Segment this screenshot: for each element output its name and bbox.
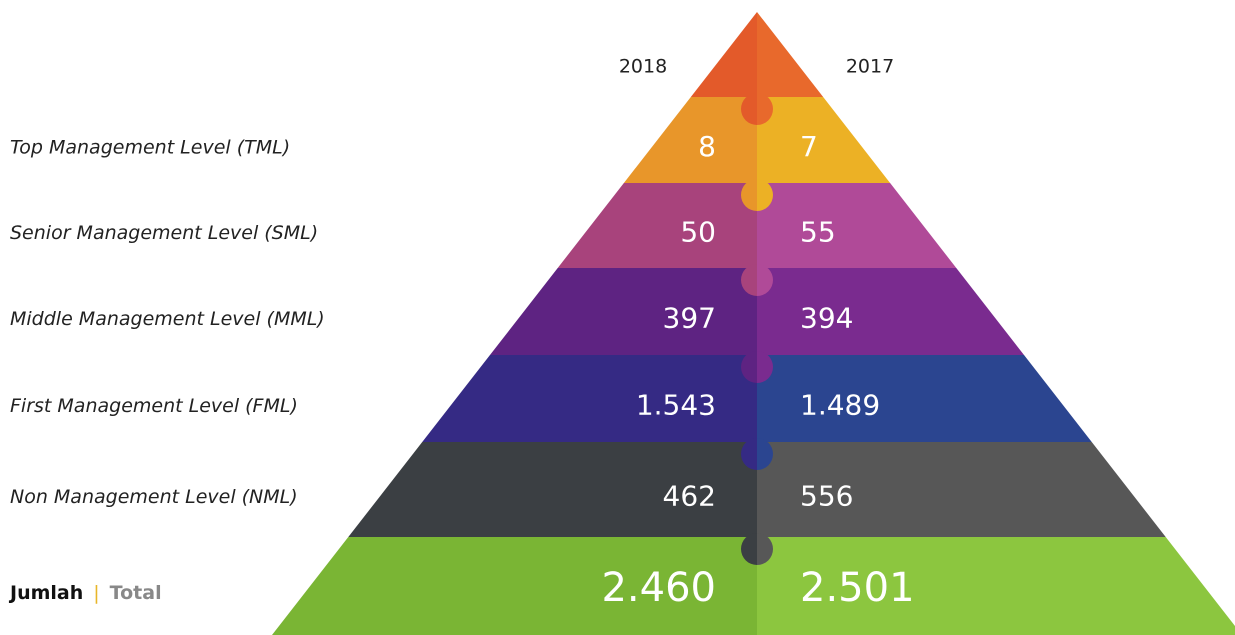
puzzle-knob-left bbox=[741, 179, 757, 211]
layers bbox=[272, 12, 1235, 635]
value-2018: 8 bbox=[698, 130, 716, 163]
level-label: Senior Management Level (SML) bbox=[10, 222, 318, 244]
puzzle-knob-right bbox=[757, 264, 773, 296]
layer-right bbox=[757, 537, 1235, 635]
value-2017: 55 bbox=[800, 216, 836, 249]
layer-left bbox=[690, 12, 757, 97]
value-2018: 50 bbox=[680, 216, 716, 249]
value-2017: 7 bbox=[800, 130, 818, 163]
puzzle-knob-right bbox=[757, 93, 773, 125]
puzzle-knob-left bbox=[741, 93, 757, 125]
value-2017: 394 bbox=[800, 302, 853, 335]
layer-right bbox=[757, 183, 957, 268]
value-2018: 1.543 bbox=[636, 389, 716, 422]
layer-left bbox=[623, 97, 757, 183]
puzzle-knob-right bbox=[757, 351, 773, 383]
puzzle-knob-left bbox=[741, 351, 757, 383]
value-2017: 556 bbox=[800, 480, 853, 513]
layer-right bbox=[757, 442, 1166, 537]
value-2018: 397 bbox=[663, 302, 716, 335]
total-label: Jumlah | Total bbox=[8, 582, 162, 604]
layer-left bbox=[422, 355, 757, 442]
puzzle-knob-left bbox=[741, 438, 757, 470]
layer-right bbox=[757, 355, 1092, 442]
puzzle-knob-left bbox=[741, 533, 757, 565]
total-2018: 2.460 bbox=[601, 565, 716, 611]
layer-left bbox=[489, 268, 757, 355]
level-label: Non Management Level (NML) bbox=[10, 486, 298, 508]
puzzle-knob-right bbox=[757, 179, 773, 211]
layer-left bbox=[557, 183, 757, 268]
year-right: 2017 bbox=[846, 56, 894, 78]
layer-left bbox=[272, 537, 757, 635]
level-label: Middle Management Level (MML) bbox=[10, 308, 325, 330]
layer-right bbox=[757, 97, 891, 183]
total-label-main: Jumlah bbox=[8, 582, 83, 604]
level-label: First Management Level (FML) bbox=[10, 395, 298, 417]
puzzle-knob-right bbox=[757, 533, 773, 565]
puzzle-knob-left bbox=[741, 264, 757, 296]
level-label: Top Management Level (TML) bbox=[10, 137, 290, 159]
layer-left bbox=[348, 442, 757, 537]
value-2018: 462 bbox=[663, 480, 716, 513]
year-left: 2018 bbox=[619, 56, 667, 78]
value-2017: 1.489 bbox=[800, 389, 880, 422]
puzzle-knob-right bbox=[757, 438, 773, 470]
total-2017: 2.501 bbox=[800, 565, 915, 611]
layer-right bbox=[757, 12, 824, 97]
total-sublabel: Total bbox=[110, 582, 162, 604]
total-separator: | bbox=[93, 582, 99, 604]
layer-right bbox=[757, 268, 1025, 355]
